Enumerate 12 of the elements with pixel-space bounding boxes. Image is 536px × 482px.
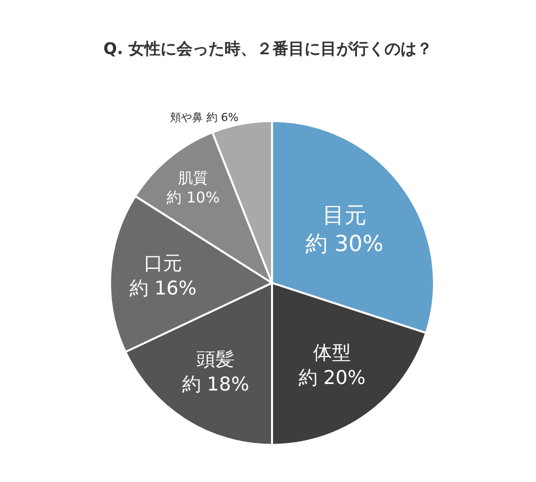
slice-label: 肌質 bbox=[178, 168, 208, 187]
slice-label: 頭髪 bbox=[196, 348, 235, 371]
slice-label: 頬や鼻 約 6% bbox=[170, 111, 238, 124]
data-label: 約 20% bbox=[298, 366, 366, 389]
slice-label: 目元 bbox=[322, 204, 366, 229]
data-label: 約 30% bbox=[305, 232, 384, 258]
data-label: 約 18% bbox=[182, 373, 250, 396]
data-label: 約 10% bbox=[166, 188, 220, 206]
data-label: 約 16% bbox=[129, 277, 197, 300]
slice-label: 口元 bbox=[144, 252, 182, 275]
slice-label: 体型 bbox=[312, 342, 351, 364]
chart-title: Q. 女性に会った時、２番目に目が行くのは？ bbox=[103, 38, 433, 58]
